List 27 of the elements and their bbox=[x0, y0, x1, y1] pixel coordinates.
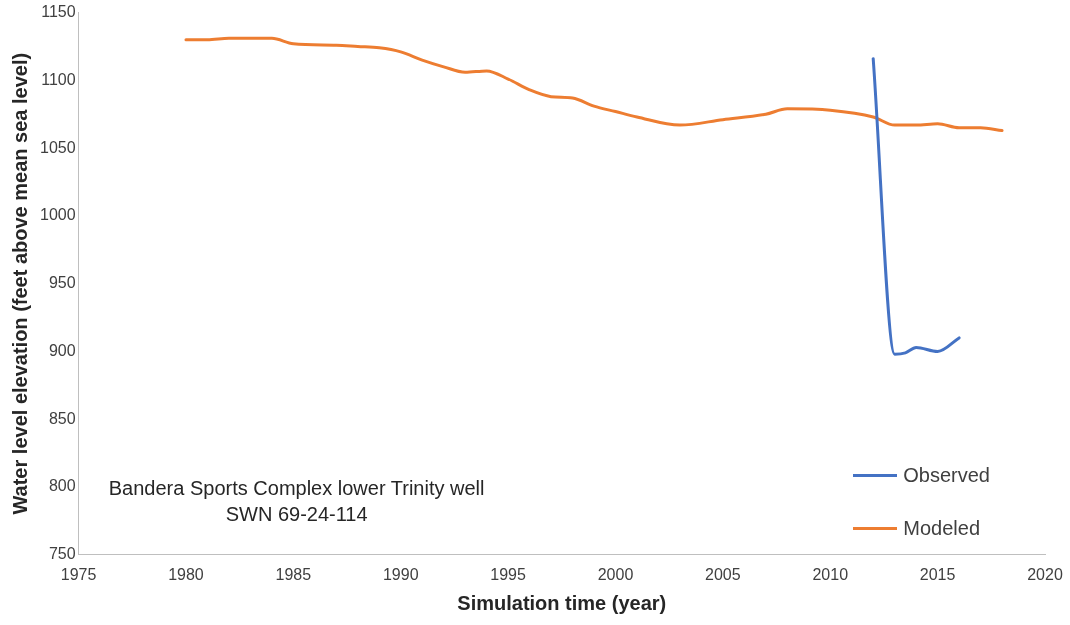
annotation: SWN 69-24-114 bbox=[225, 502, 368, 525]
y-tick-label: 1050 bbox=[40, 138, 76, 156]
x-tick-label: 1985 bbox=[275, 565, 312, 583]
y-tick-label: 750 bbox=[48, 545, 76, 563]
legend-label: Observed bbox=[903, 464, 990, 487]
x-tick-label: 1980 bbox=[168, 565, 204, 583]
x-tick-label: 2015 bbox=[919, 565, 956, 583]
x-tick-label: 1995 bbox=[490, 565, 527, 583]
y-axis-title: Water level elevation (feet above mean sea level) bbox=[8, 52, 31, 515]
line-series bbox=[184, 36, 1004, 133]
x-tick-label: 1990 bbox=[382, 565, 419, 583]
annotation: Bandera Sports Complex lower Trinity well bbox=[108, 476, 485, 499]
x-tick-label: 2010 bbox=[812, 565, 849, 583]
x-tick-label: 1975 bbox=[60, 565, 97, 583]
line-series bbox=[871, 57, 961, 356]
y-tick-label: 1100 bbox=[41, 70, 76, 88]
x-axis-title: Simulation time (year) bbox=[457, 591, 667, 614]
y-tick-label: 800 bbox=[48, 477, 76, 495]
x-tick-label: 2020 bbox=[1027, 565, 1063, 583]
y-tick-label: 850 bbox=[48, 409, 76, 427]
x-tick-label: 2005 bbox=[705, 565, 741, 583]
y-tick-label: 900 bbox=[48, 341, 76, 359]
legend-label: Modeled bbox=[903, 517, 980, 540]
y-tick-label: 1000 bbox=[40, 206, 76, 224]
y-tick-label: 950 bbox=[48, 274, 76, 292]
y-tick-label: 1150 bbox=[41, 3, 76, 21]
x-tick-label: 2000 bbox=[597, 565, 634, 583]
